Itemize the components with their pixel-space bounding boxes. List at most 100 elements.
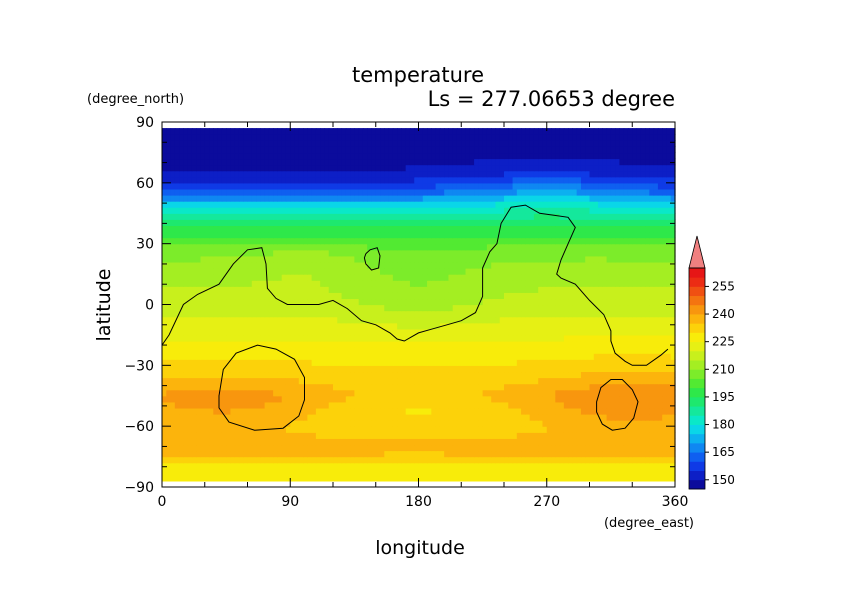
field-cell [486, 414, 492, 421]
field-cell [315, 389, 321, 397]
field-cell [435, 401, 441, 409]
field-cell [268, 420, 274, 427]
field-cell [482, 334, 488, 342]
field-cell [243, 377, 249, 385]
field-cell [559, 268, 565, 275]
field-cell [217, 365, 223, 373]
field-cell [260, 438, 266, 446]
field-cell [623, 444, 629, 452]
field-cell [538, 389, 544, 397]
field-cell [281, 438, 287, 446]
field-cell [298, 438, 304, 446]
field-cell [285, 231, 291, 239]
field-cell [636, 310, 642, 318]
field-cell [431, 444, 437, 452]
field-cell [542, 444, 548, 452]
field-cell [243, 389, 249, 397]
field-cell [546, 310, 552, 318]
field-cell [657, 261, 663, 269]
field-cell [230, 407, 236, 415]
field-cell [572, 292, 578, 300]
field-cell [495, 468, 501, 476]
field-cell [191, 231, 197, 239]
field-cell [290, 377, 296, 385]
field-cell [290, 310, 296, 318]
field-cell [452, 304, 458, 312]
field-cell [516, 462, 522, 470]
field-cell [247, 225, 253, 233]
field-cell [281, 359, 287, 366]
field-cell [478, 377, 484, 385]
field-cell [559, 389, 565, 397]
field-cell [662, 243, 668, 251]
field-cell [281, 249, 287, 257]
field-cell [166, 261, 172, 269]
field-cell [333, 328, 338, 336]
field-cell [486, 371, 492, 379]
field-cell [615, 395, 621, 403]
field-cell [285, 334, 291, 342]
field-cell [486, 280, 492, 287]
field-cell [238, 243, 244, 251]
field-cell [551, 426, 556, 433]
field-cell [414, 414, 420, 421]
field-cell [555, 450, 561, 458]
field-cell [422, 298, 428, 306]
field-cell [568, 353, 574, 360]
field-cell [187, 261, 193, 269]
field-cell [362, 462, 368, 470]
field-cell [174, 249, 180, 257]
field-cell [315, 353, 321, 360]
field-cell [521, 322, 526, 330]
field-cell [264, 359, 270, 366]
field-cell [191, 438, 197, 446]
field-cell [645, 231, 650, 239]
field-cell [174, 280, 180, 287]
field-cell [422, 341, 428, 348]
field-cell [243, 426, 249, 433]
field-cell [431, 328, 437, 336]
field-cell [256, 389, 261, 397]
field-cell [623, 365, 629, 373]
field-cell [482, 414, 488, 421]
field-cell [324, 225, 330, 233]
field-cell [439, 389, 445, 397]
field-cell [572, 365, 578, 373]
field-cell [615, 383, 621, 391]
field-cell [538, 383, 544, 391]
field-cell [516, 401, 522, 409]
field-cell [324, 444, 330, 452]
field-cell [495, 401, 501, 409]
field-cell [504, 377, 509, 385]
field-cell [375, 328, 381, 336]
field-cell [341, 407, 347, 415]
field-cell [183, 438, 189, 446]
field-cell [516, 316, 522, 324]
field-cell [371, 243, 377, 251]
field-cell [585, 298, 591, 306]
field-cell [187, 371, 193, 379]
field-cell [461, 395, 467, 403]
field-cell [662, 328, 668, 336]
field-cell [456, 456, 462, 464]
field-cell [533, 414, 539, 421]
field-cell [444, 450, 450, 458]
field-cell [538, 438, 544, 446]
field-cell [662, 383, 668, 391]
field-cell [653, 420, 659, 427]
field-cell [328, 286, 334, 293]
field-cell [427, 322, 432, 330]
field-cell [337, 359, 343, 366]
field-cell [563, 359, 569, 366]
field-cell [640, 426, 646, 433]
field-cell [303, 420, 308, 427]
field-cell [657, 268, 663, 275]
field-cell [268, 383, 274, 391]
field-cell [307, 298, 313, 306]
field-cell [397, 371, 402, 379]
field-cell [482, 292, 488, 300]
field-cell [367, 359, 373, 366]
field-cell [521, 395, 526, 403]
field-cell [183, 383, 189, 391]
field-cell [568, 268, 574, 275]
